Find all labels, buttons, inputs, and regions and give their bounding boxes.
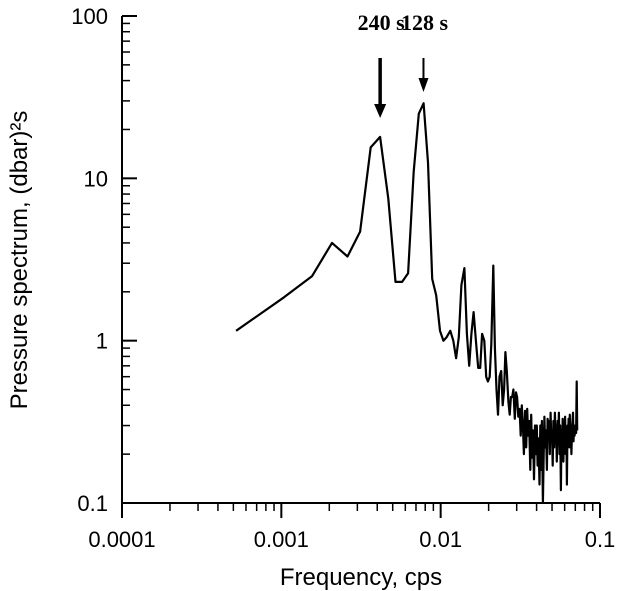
x-axis-label: Frequency, cps — [280, 564, 442, 591]
tick-labels: 0.0001 0.001 0.01 0.1 0.1 1 10 100 — [71, 4, 615, 552]
series-line — [235, 102, 579, 505]
annotation-arrow-head — [374, 104, 387, 118]
y-tick-label: 1 — [96, 329, 108, 354]
axes — [121, 16, 600, 504]
x-tick-label: 0.1 — [585, 527, 616, 552]
y-axis-label: Pressure spectrum, (dbar)²s — [6, 111, 33, 410]
annotation-label: 240 s — [358, 10, 406, 35]
x-tick-label: 0.0001 — [88, 527, 155, 552]
annotation-label: 128 s — [401, 10, 449, 35]
ticks — [121, 15, 601, 518]
x-tick-label: 0.01 — [419, 527, 462, 552]
y-tick-label: 0.1 — [77, 491, 108, 516]
x-tick-label: 0.001 — [254, 527, 309, 552]
annotation-arrow-head — [418, 78, 429, 92]
y-tick-label: 10 — [84, 166, 108, 191]
y-tick-label: 100 — [71, 4, 108, 29]
